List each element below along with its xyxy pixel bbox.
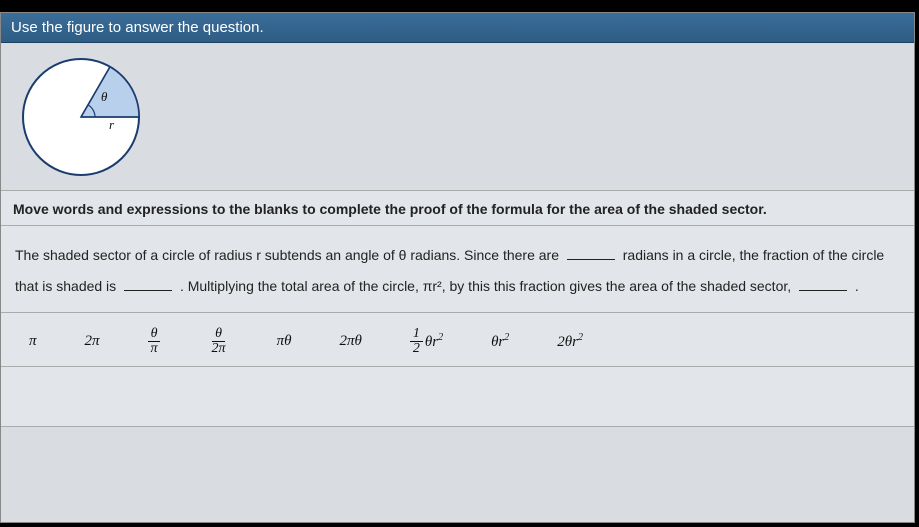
tile-pi-theta-label: πθ bbox=[277, 334, 292, 349]
proof-part3: that is shaded is bbox=[15, 278, 120, 294]
frac-den: 2π bbox=[209, 342, 229, 356]
tile-2theta-r2-label: 2θr2 bbox=[557, 333, 583, 350]
frac-den: 2 bbox=[410, 342, 423, 356]
tile-theta-r2[interactable]: θr2 bbox=[491, 333, 509, 350]
fraction-icon: 1 2 bbox=[410, 327, 423, 356]
tile-theta-over-2pi[interactable]: θ 2π bbox=[209, 327, 229, 356]
tile-2pi[interactable]: 2π bbox=[85, 334, 100, 349]
proof-part1: The shaded sector of a circle of radius … bbox=[15, 247, 563, 263]
blank-1[interactable] bbox=[567, 246, 615, 260]
theta-label: θ bbox=[101, 89, 108, 104]
frac-num: θ bbox=[212, 327, 225, 342]
blank-3[interactable] bbox=[799, 277, 847, 291]
question-panel: Use the figure to answer the question. θ… bbox=[0, 12, 915, 523]
tile-2pi-theta[interactable]: 2πθ bbox=[339, 334, 361, 349]
frac-num: θ bbox=[148, 327, 161, 342]
fraction-icon: θ 2π bbox=[209, 327, 229, 356]
frac-den: π bbox=[148, 342, 161, 356]
tile-2pi-theta-label: 2πθ bbox=[339, 334, 361, 349]
tile-pi-theta[interactable]: πθ bbox=[277, 334, 292, 349]
frac-num: 1 bbox=[410, 327, 423, 342]
proof-part4: . Multiplying the total area of the circ… bbox=[180, 278, 795, 294]
circle-sector-diagram: θ r bbox=[9, 51, 159, 181]
tile-2pi-label: 2π bbox=[85, 334, 100, 349]
question-header: Use the figure to answer the question. bbox=[1, 13, 914, 43]
tile-theta-r2-label: θr2 bbox=[491, 333, 509, 350]
instruction-text: Move words and expressions to the blanks… bbox=[1, 191, 914, 226]
blank-2[interactable] bbox=[124, 277, 172, 291]
tile-2theta-r2[interactable]: 2θr2 bbox=[557, 333, 583, 350]
figure-area: θ r bbox=[1, 43, 914, 191]
fraction-icon: θ π bbox=[148, 327, 161, 356]
proof-part5: . bbox=[855, 278, 859, 294]
proof-part2: radians in a circle, the fraction of the… bbox=[623, 247, 884, 263]
tile-half-rest: θr2 bbox=[425, 333, 443, 350]
tile-pi[interactable]: π bbox=[29, 334, 37, 349]
drop-zone-row[interactable] bbox=[1, 367, 914, 427]
tile-pi-label: π bbox=[29, 334, 37, 349]
proof-text-area: The shaded sector of a circle of radius … bbox=[1, 226, 914, 313]
tile-half-theta-r2[interactable]: 1 2 θr2 bbox=[410, 327, 443, 356]
answer-tiles-row: π 2π θ π θ 2π πθ 2πθ 1 2 θr2 θr2 2θr2 bbox=[1, 313, 914, 367]
header-title: Use the figure to answer the question. bbox=[11, 19, 264, 36]
tile-theta-over-pi[interactable]: θ π bbox=[148, 327, 161, 356]
